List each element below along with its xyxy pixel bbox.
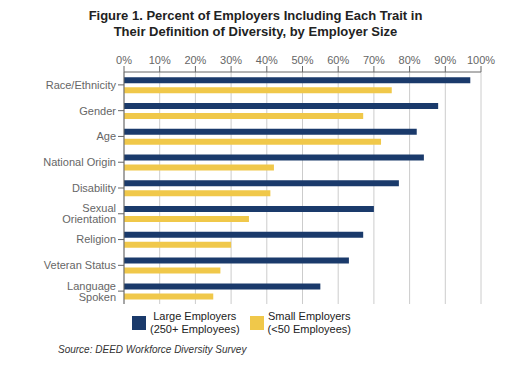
svg-text:Gender: Gender (79, 105, 116, 117)
svg-text:60%: 60% (327, 54, 349, 66)
svg-text:10%: 10% (149, 54, 171, 66)
svg-text:100%: 100% (467, 54, 495, 66)
svg-text:20%: 20% (184, 54, 206, 66)
svg-text:Age: Age (96, 130, 116, 142)
svg-text:50%: 50% (291, 54, 313, 66)
svg-text:80%: 80% (399, 54, 421, 66)
html-text:Figure 1. Percent of Employers: Figure 1. Percent of Employers Including… (88, 8, 423, 39)
html-text:Large Employers (250+ Employee: Large Employers (250+ Employees) (150, 310, 240, 335)
svg-text:Race/Ethnicity: Race/Ethnicity (46, 79, 117, 91)
html-text:Source: DEED Workforce Diversi: Source: DEED Workforce Diversity Survey (58, 344, 247, 355)
svg-text:70%: 70% (363, 54, 385, 66)
svg-text:National Origin: National Origin (43, 156, 116, 168)
svg-text:40%: 40% (256, 54, 278, 66)
svg-text:Disability: Disability (72, 182, 117, 194)
svg-text:Veteran Status: Veteran Status (44, 259, 117, 271)
svg-text:Religion: Religion (76, 233, 116, 245)
svg-text:SexualOrientation: SexualOrientation (62, 202, 116, 225)
svg-text:30%: 30% (220, 54, 242, 66)
svg-text:0%: 0% (116, 54, 132, 66)
svg-text:LanguageSpoken: LanguageSpoken (67, 280, 116, 303)
html-text:Small Employers (<50 Employees: Small Employers (<50 Employees) (267, 310, 351, 335)
svg-text:90%: 90% (434, 54, 456, 66)
